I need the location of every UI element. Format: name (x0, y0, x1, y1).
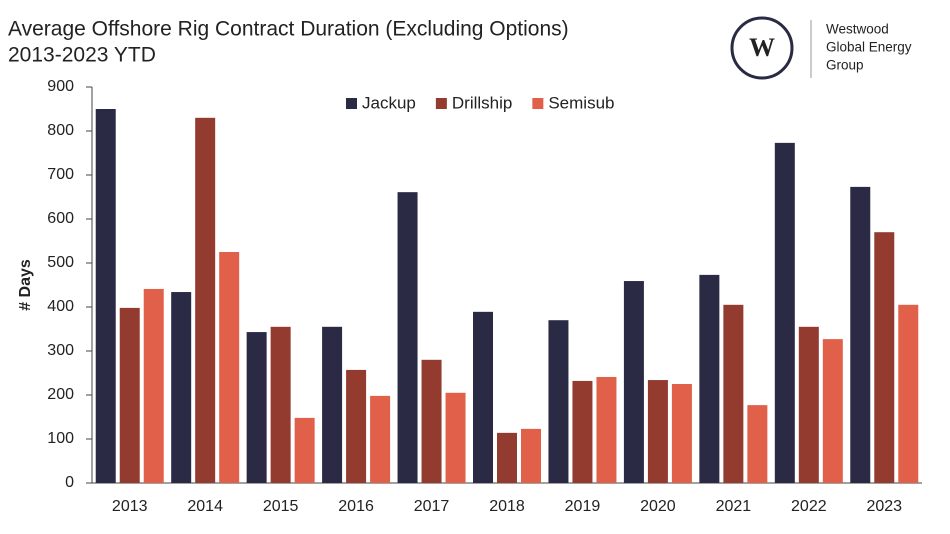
y-tick-label: 500 (47, 254, 74, 271)
bar (370, 395, 391, 483)
bar (171, 292, 192, 483)
bar (397, 192, 418, 483)
x-tick-label: 2013 (112, 498, 148, 515)
y-tick-label: 100 (47, 430, 74, 447)
x-tick-label: 2019 (565, 498, 601, 515)
y-tick-label: 200 (47, 386, 74, 403)
y-tick-label: 400 (47, 298, 74, 315)
bar (671, 384, 692, 483)
bar (699, 274, 720, 483)
x-tick-label: 2022 (791, 498, 827, 515)
bar (322, 326, 343, 483)
bar (850, 186, 871, 483)
bar (445, 392, 466, 483)
x-tick-label: 2014 (187, 498, 223, 515)
bar (798, 326, 819, 483)
x-tick-label: 2018 (489, 498, 525, 515)
bar (898, 304, 919, 483)
x-tick-label: 2016 (338, 498, 374, 515)
bar (346, 369, 367, 483)
y-tick-label: 600 (47, 210, 74, 227)
y-axis-label: # Days (17, 259, 34, 311)
bar (195, 117, 216, 484)
logo-mark: W (749, 33, 775, 62)
bar (521, 428, 541, 483)
legend-swatch (435, 98, 447, 109)
y-tick-label: 800 (47, 122, 74, 139)
bar (95, 109, 116, 483)
y-tick-label: 700 (47, 166, 74, 183)
x-tick-label: 2021 (716, 498, 752, 515)
bar (421, 359, 442, 483)
x-tick-label: 2015 (263, 498, 299, 515)
bar (572, 380, 593, 483)
bar (143, 288, 164, 483)
logo: W Westwood Global Energy Group (730, 16, 912, 80)
bar (497, 432, 517, 483)
bar (270, 326, 291, 483)
bar (774, 142, 795, 483)
x-tick-label: 2020 (640, 498, 676, 515)
logo-circle (730, 16, 794, 80)
bar (747, 405, 768, 483)
y-tick-label: 300 (47, 342, 74, 359)
bar (874, 232, 895, 483)
bar (723, 304, 744, 483)
logo-text: Westwood (826, 22, 889, 37)
bar (596, 376, 617, 483)
bar (548, 320, 569, 483)
legend-swatch (346, 98, 357, 109)
logo-text: Group (826, 58, 864, 73)
legend-label: Drillship (452, 93, 512, 112)
bar (119, 307, 140, 483)
logo-text: Global Energy (826, 40, 912, 55)
chart-subtitle: 2013-2023 YTD (8, 44, 156, 67)
bar (647, 380, 668, 483)
legend-swatch (532, 98, 544, 109)
y-tick-label: 900 (47, 78, 74, 95)
bar (219, 252, 240, 483)
x-tick-label: 2017 (414, 498, 450, 515)
x-tick-label: 2023 (866, 498, 902, 515)
bar (246, 332, 267, 483)
bar (473, 311, 493, 483)
bar (294, 417, 315, 483)
bar (623, 281, 644, 483)
bar (822, 339, 843, 483)
chart-title: Average Offshore Rig Contract Duration (… (8, 18, 569, 41)
y-tick-label: 0 (65, 474, 74, 491)
legend-label: Semisub (548, 93, 614, 112)
legend-label: Jackup (362, 93, 416, 112)
